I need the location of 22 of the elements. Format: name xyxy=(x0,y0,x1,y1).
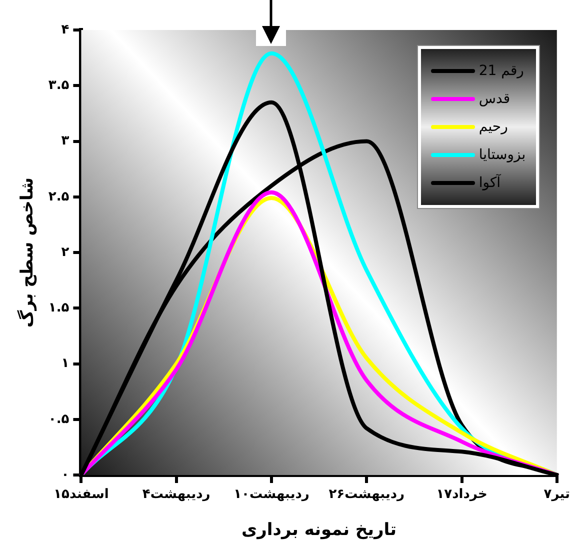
legend-label: بزوستایا xyxy=(478,147,526,163)
y-tick-label: ۳.۵ xyxy=(48,78,70,93)
x-tick-label: ۴ردیبهشت xyxy=(142,487,210,502)
y-tick-label: ۲ xyxy=(61,244,70,260)
y-tick-label: ۳ xyxy=(61,134,70,149)
x-tick-label: ۱۷خرداد xyxy=(436,487,488,502)
y-tick-label: ۲.۵ xyxy=(48,189,70,204)
x-axis-title: تاریخ نمونه برداری xyxy=(242,520,397,540)
y-tick-label: ۱ xyxy=(61,356,70,372)
y-axis-title: شاخص سطح برگ xyxy=(16,177,38,328)
y-tick-label: ۰ xyxy=(61,467,70,482)
legend-label: آکوا xyxy=(478,175,501,191)
y-tick-label: ۰.۵ xyxy=(48,412,70,427)
legend-label: رحیم xyxy=(478,119,508,135)
legend-label: قدس xyxy=(478,91,510,107)
x-tick-label: ۲۶ردیبهشت xyxy=(328,487,405,502)
y-tick-label: ۴ xyxy=(61,22,70,38)
x-tick-label: ۱۰ردیبهشت xyxy=(234,487,310,502)
x-tick-label: ۷تیر xyxy=(544,487,570,502)
legend-label: رقم 21 xyxy=(478,63,524,79)
x-tick-label: ۱۵اسفند xyxy=(54,487,109,502)
y-tick-label: ۱.۵ xyxy=(48,300,70,316)
